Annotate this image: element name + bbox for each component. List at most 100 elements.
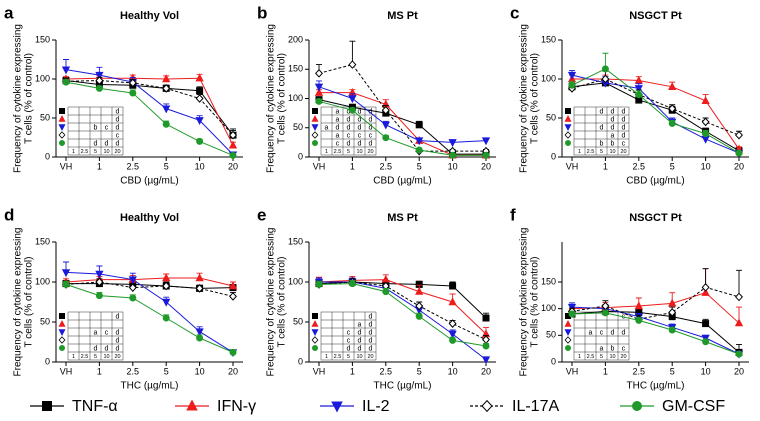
series-line [65, 80, 234, 136]
marker [564, 320, 572, 327]
inset-cell: d [369, 329, 373, 336]
marker [311, 312, 318, 319]
inset-cell: d [358, 116, 362, 123]
series-line [65, 80, 234, 136]
marker [481, 399, 493, 413]
marker [162, 74, 171, 83]
panel-title: Healthy Vol [120, 10, 179, 22]
x-tick-label: 20 [734, 161, 744, 171]
marker [229, 292, 237, 301]
inset-cell: d [358, 108, 362, 115]
y-tick-label: 50 [293, 122, 303, 132]
panel-label: c [510, 3, 519, 22]
y-tick-label: 150 [288, 236, 303, 246]
marker [734, 318, 744, 327]
inset-cell: a [325, 124, 329, 131]
y-axis-label: Frequency of cytokine expressing [266, 228, 277, 377]
marker [601, 74, 610, 84]
series-line [65, 283, 234, 353]
marker [62, 280, 70, 288]
series-line [65, 81, 234, 156]
inset-cell: c [116, 132, 120, 139]
marker [735, 149, 743, 157]
x-axis-label: CBD (µg/mL) [120, 176, 179, 187]
inset-cell: b [94, 124, 98, 131]
y-tick-label: 100 [288, 93, 303, 103]
marker [482, 151, 490, 159]
marker [95, 292, 103, 300]
x-tick-label: 10 [195, 161, 205, 171]
inset-col-label: 20 [620, 354, 626, 360]
x-tick-label: 20 [228, 161, 238, 171]
marker [58, 329, 66, 336]
marker [601, 65, 609, 73]
y-tick-label: 100 [35, 73, 50, 83]
marker [448, 319, 457, 328]
marker [449, 151, 457, 159]
x-tick-label: 1 [350, 161, 355, 171]
marker [59, 139, 66, 146]
inset-cell: d [116, 345, 120, 352]
marker [668, 119, 676, 127]
inset-cell: d [358, 337, 362, 344]
inset-cell: a [94, 329, 98, 336]
inset-cell: c [600, 329, 604, 336]
y-axis-label: T cells (% of control) [277, 257, 288, 348]
inset-cell: d [600, 108, 604, 115]
inset-table: da c ddd d d1 2.5 5 10 20 [67, 311, 124, 361]
marker [564, 115, 572, 122]
marker [195, 73, 204, 82]
marker [315, 69, 323, 78]
marker [415, 286, 424, 295]
inset-cell: d [116, 329, 120, 336]
y-tick-label: 100 [541, 303, 556, 313]
inset-col-label: 10 [356, 354, 362, 360]
x-tick-label: 1 [603, 366, 608, 376]
marker [601, 309, 609, 317]
marker [701, 287, 710, 296]
x-tick-label: 2.5 [633, 161, 646, 171]
inset-cell: b [611, 345, 615, 352]
marker [195, 117, 204, 126]
inset-col-label: 2.5 [334, 354, 342, 360]
series-line [318, 99, 486, 155]
marker [415, 312, 423, 320]
marker [195, 328, 204, 337]
marker [128, 276, 137, 285]
inset-cell: d [611, 124, 615, 131]
inset-cell: d [347, 108, 351, 115]
inset-cell: d [116, 337, 120, 344]
series-line [571, 292, 740, 324]
inset-cell: d [369, 124, 373, 131]
series-line [571, 286, 740, 320]
marker [381, 121, 390, 130]
series-line [319, 92, 486, 156]
inset-cell: d [347, 140, 351, 147]
marker [735, 130, 743, 140]
series-line [66, 283, 234, 289]
inset-col-label: 1 [578, 354, 581, 360]
series-line [65, 77, 234, 146]
marker [482, 342, 490, 350]
inset-col-label: 20 [367, 354, 373, 360]
inset-col-label: 10 [103, 149, 109, 155]
y-axis-label: Frequency of cytokine expressing [13, 228, 24, 377]
inset-cell: c [358, 132, 362, 139]
inset-cell: a [336, 116, 340, 123]
panel-label: f [510, 205, 516, 224]
inset-cell: d [600, 124, 604, 131]
marker [701, 282, 710, 292]
marker [635, 316, 643, 324]
x-tick-label: 10 [701, 366, 711, 376]
x-tick-label: 10 [195, 366, 205, 376]
inset-cell: a [336, 108, 340, 115]
inset-col-label: 2.5 [587, 149, 595, 155]
marker [564, 329, 572, 336]
marker [58, 115, 66, 122]
series-line [572, 78, 740, 150]
x-tick-label: 1 [603, 161, 608, 171]
marker [129, 89, 137, 97]
marker [565, 139, 572, 146]
marker [186, 399, 198, 411]
marker [162, 105, 171, 114]
